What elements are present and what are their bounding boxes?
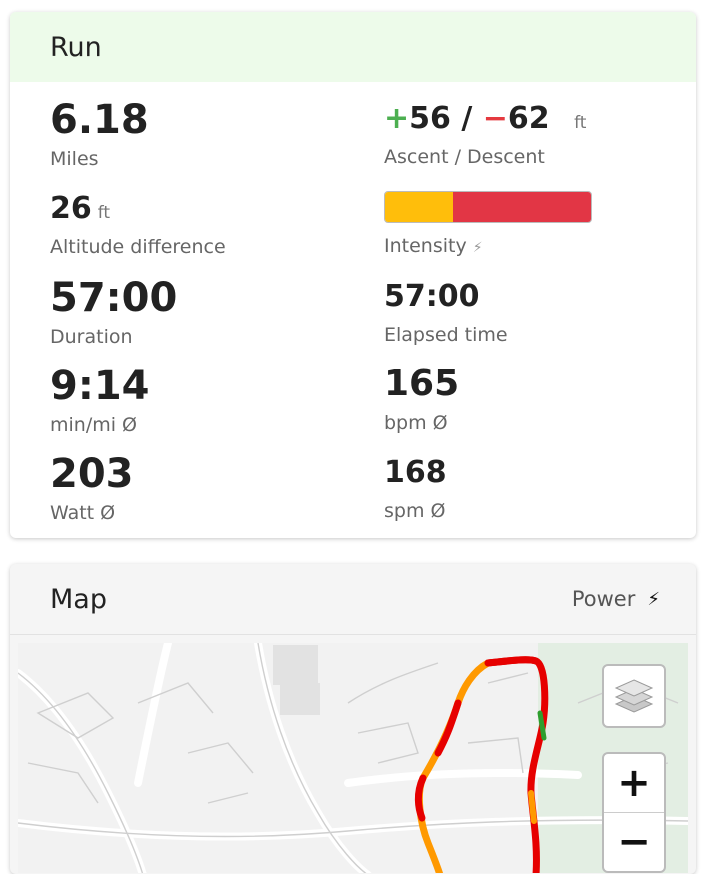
elapsed-label: Elapsed time	[384, 324, 508, 346]
elapsed-value: 57:00	[384, 279, 480, 314]
altitude-number: 26	[50, 191, 92, 226]
run-card: Run 6.18 Miles +56 / −62 ft Ascent / Des…	[10, 12, 696, 538]
elapsed-stat: 57:00 Elapsed time	[384, 279, 508, 347]
ascent-descent-stat: +56 / −62 ft Ascent / Descent	[384, 104, 586, 169]
intensity-stat: Intensity ⚡	[384, 191, 592, 257]
ascent-value: 56	[409, 101, 451, 136]
zoom-in-button[interactable]: +	[617, 760, 651, 806]
ascent-plus-sign: +	[384, 101, 410, 136]
route-map[interactable]: + −	[18, 643, 688, 873]
run-title: Run	[50, 31, 102, 63]
duration-stat: 57:00 Duration	[50, 278, 177, 348]
power-stat: 203 Watt Ø	[50, 454, 134, 524]
power-label: Watt Ø	[50, 502, 116, 524]
intensity-label-row: Intensity ⚡	[384, 235, 592, 257]
heart-rate-stat: 165 bpm Ø	[384, 363, 460, 435]
altitude-value: 26 ft	[50, 194, 226, 224]
map-title: Map	[50, 583, 107, 615]
ascent-descent-label: Ascent / Descent	[384, 146, 545, 168]
altitude-stat: 26 ft Altitude difference	[50, 194, 226, 259]
cadence-label: spm Ø	[384, 500, 446, 522]
intensity-label: Intensity	[384, 235, 467, 257]
descent-value: 62	[507, 101, 550, 136]
intensity-bar	[384, 191, 592, 223]
map-tiles	[18, 643, 688, 873]
intensity-bar-high-segment	[452, 192, 591, 222]
lightning-bolt-icon: ⚡	[647, 588, 660, 610]
cadence-stat: 168 spm Ø	[384, 455, 447, 523]
map-card: Map Power ⚡	[10, 564, 696, 874]
pace-label: min/mi Ø	[50, 414, 138, 436]
pace-value: 9:14	[50, 363, 150, 409]
pace-stat: 9:14 min/mi Ø	[50, 366, 150, 436]
power-value: 203	[50, 451, 134, 497]
altitude-unit: ft	[97, 203, 111, 223]
heart-rate-label: bpm Ø	[384, 412, 448, 434]
duration-value: 57:00	[50, 275, 178, 321]
power-overlay-label: Power	[571, 587, 636, 611]
distance-label: Miles	[50, 148, 99, 170]
altitude-label: Altitude difference	[50, 236, 226, 258]
duration-label: Duration	[50, 326, 133, 348]
ascent-separator: /	[461, 101, 473, 136]
map-header: Map Power ⚡	[10, 564, 696, 635]
distance-stat: 6.18 Miles	[50, 100, 149, 170]
power-overlay-toggle[interactable]: Power ⚡	[572, 587, 660, 611]
zoom-out-button[interactable]: −	[604, 812, 664, 871]
layers-icon	[614, 679, 654, 713]
descent-minus-sign: −	[482, 101, 508, 136]
heart-rate-value: 165	[384, 363, 460, 404]
run-header: Run	[10, 12, 696, 82]
ascent-descent-value: +56 / −62 ft	[384, 104, 586, 134]
distance-value: 6.18	[50, 97, 149, 143]
lightning-bolt-icon: ⚡	[472, 240, 483, 256]
cadence-value: 168	[384, 455, 447, 490]
zoom-control: + −	[602, 752, 666, 873]
ascent-unit: ft	[574, 113, 587, 133]
intensity-bar-low-segment	[385, 192, 453, 222]
map-layers-button[interactable]	[602, 664, 666, 728]
